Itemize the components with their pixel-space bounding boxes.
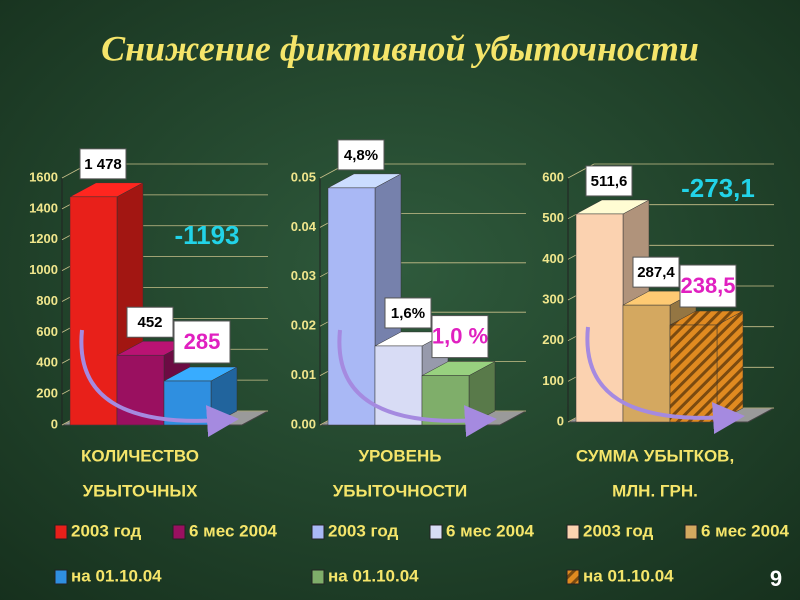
y-tick-label: 500 <box>542 210 564 225</box>
y-tick-label: 1000 <box>29 262 58 277</box>
legend-label: 6 мес 2004 <box>701 521 790 540</box>
bar <box>327 187 376 426</box>
y-tick-label: 200 <box>542 332 564 347</box>
value-label: 1,0 % <box>432 323 488 348</box>
legend-label: 2003 год <box>328 521 399 540</box>
legend-label: 6 мес 2004 <box>446 521 535 540</box>
bar <box>163 380 212 426</box>
chart-title: УРОВЕНЬ <box>358 446 441 465</box>
legend-label: на 01.10.04 <box>583 566 674 585</box>
bar <box>374 345 423 426</box>
y-tick-label: 200 <box>36 386 58 401</box>
bar <box>622 304 671 423</box>
bar-side <box>716 310 744 423</box>
chart-title: КОЛИЧЕСТВО <box>81 446 199 465</box>
value-label-box <box>431 315 489 359</box>
bar <box>575 213 624 423</box>
legend-label: на 01.10.04 <box>328 566 419 585</box>
value-label-box <box>337 139 385 171</box>
y-tick-label: 600 <box>542 169 564 184</box>
y-tick-label: 1600 <box>29 169 58 184</box>
annotation: -273,1 <box>681 173 755 203</box>
y-tick-label: 100 <box>542 373 564 388</box>
bar <box>421 375 470 426</box>
value-label: 452 <box>137 314 162 331</box>
value-label-box <box>126 306 174 338</box>
legend-swatch <box>566 569 580 585</box>
legend-label: 6 мес 2004 <box>189 521 278 540</box>
annotation: -1193 <box>174 220 239 250</box>
y-tick-label: 600 <box>36 324 58 339</box>
bar <box>669 324 718 423</box>
y-tick-label: 0.02 <box>291 318 316 333</box>
y-tick-label: 1400 <box>29 200 58 215</box>
y-tick-label: 400 <box>36 355 58 370</box>
y-tick-label: 0.00 <box>291 416 316 431</box>
value-label-box <box>384 297 432 329</box>
legend-swatch <box>54 569 68 585</box>
arrow <box>79 329 239 438</box>
arrow <box>585 326 745 435</box>
legend-swatch <box>172 524 186 540</box>
legend-label: на 01.10.04 <box>71 566 162 585</box>
legend-swatch <box>684 524 698 540</box>
y-tick-label: 1200 <box>29 231 58 246</box>
value-label-box <box>632 256 680 288</box>
value-label: 1 478 <box>84 156 122 173</box>
value-label: 4,8% <box>344 147 378 164</box>
legend-label: 2003 год <box>583 521 654 540</box>
value-label-box <box>679 264 737 308</box>
y-tick-label: 0.04 <box>291 219 317 234</box>
legend-swatch <box>311 569 325 585</box>
value-label-box <box>173 320 231 364</box>
legend-swatch <box>54 524 68 540</box>
value-label-box <box>585 165 633 197</box>
arrow <box>337 329 497 438</box>
slide-title: Снижение фиктивной убыточности <box>101 28 699 68</box>
bar <box>69 196 118 426</box>
y-tick-label: 0 <box>51 416 58 431</box>
chart-title: УБЫТОЧНОСТИ <box>333 481 468 500</box>
chart-title: МЛН. ГРН. <box>612 481 698 500</box>
value-label: 1,6% <box>391 305 425 322</box>
legend-swatch <box>429 524 443 540</box>
y-tick-label: 0 <box>557 413 564 428</box>
y-tick-label: 400 <box>542 251 564 266</box>
y-tick-label: 0.03 <box>291 268 316 283</box>
legend-swatch <box>566 524 580 540</box>
chart-title: СУММА УБЫТКОВ, <box>576 446 734 465</box>
y-tick-label: 800 <box>36 293 58 308</box>
value-label: 287,4 <box>637 264 675 281</box>
chart-title: УБЫТОЧНЫХ <box>83 481 198 500</box>
legend-swatch <box>311 524 325 540</box>
y-tick-label: 300 <box>542 291 564 306</box>
value-label: 285 <box>184 329 221 354</box>
legend-label: 2003 год <box>71 521 142 540</box>
value-label-box <box>79 148 127 180</box>
value-label: 511,6 <box>591 173 628 190</box>
y-tick-label: 0.05 <box>291 169 316 184</box>
y-tick-label: 0.01 <box>291 367 316 382</box>
page-number: 9 <box>770 566 782 591</box>
value-label: 238,5 <box>680 273 735 298</box>
